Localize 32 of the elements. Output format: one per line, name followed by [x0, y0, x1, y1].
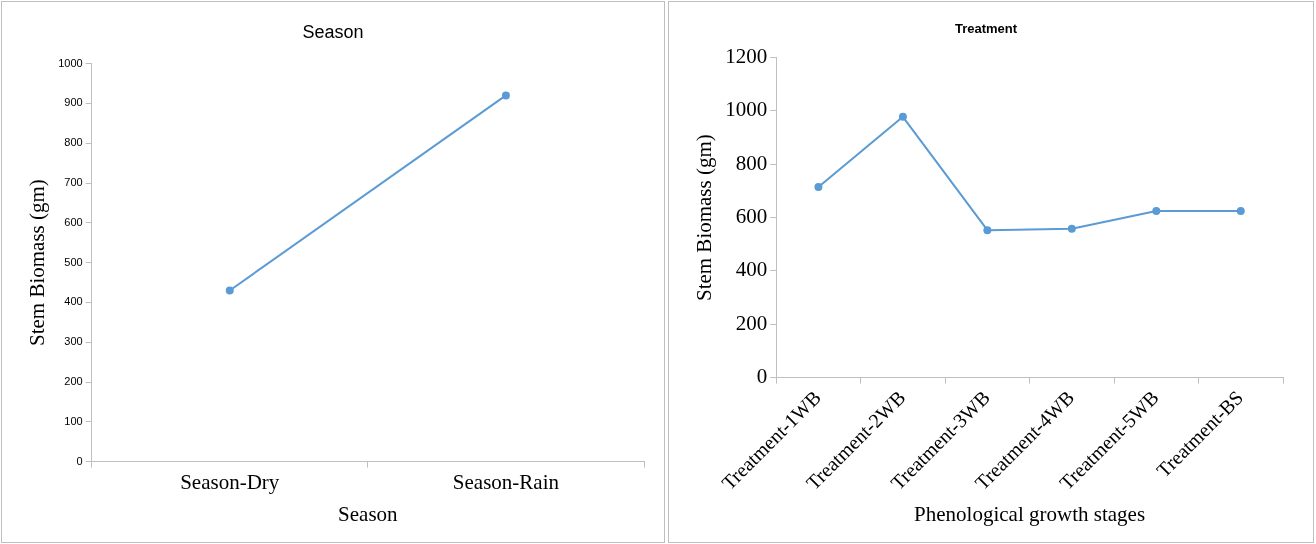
y-tick-label: 0 — [756, 364, 768, 389]
point — [814, 182, 823, 191]
y-tick-label: 400 — [64, 295, 83, 308]
y-axis-title: Stem Biomass (gm) — [692, 134, 717, 302]
y-tick-label: 800 — [64, 136, 83, 149]
chart-title: Season — [302, 21, 364, 42]
x-axis-title: Season — [338, 501, 399, 526]
y-tick-label: 900 — [64, 96, 83, 109]
y-tick-label: 200 — [64, 375, 83, 388]
y-tick-label: 300 — [64, 335, 83, 348]
x-tick-label: Season-Rain — [452, 469, 560, 494]
y-tick-label: 200 — [735, 310, 768, 335]
y-tick-label: 1000 — [725, 97, 768, 122]
y-tick-label: 1200 — [725, 44, 768, 69]
y-tick-label: 600 — [735, 204, 768, 229]
x-tick-label: Season-Dry — [180, 469, 280, 494]
point — [1067, 224, 1076, 233]
point — [1152, 206, 1161, 215]
point — [1236, 206, 1245, 215]
y-tick-label: 800 — [735, 150, 768, 175]
y-tick-label: 1000 — [58, 56, 83, 69]
y-tick-label: 700 — [64, 176, 83, 189]
y-tick-label: 100 — [64, 414, 83, 427]
x-axis-title: Phenological growth stages — [914, 501, 1146, 526]
point — [898, 112, 907, 121]
y-tick-label: 500 — [64, 255, 83, 268]
y-tick-label: 600 — [64, 215, 83, 228]
y-tick-label: 0 — [76, 454, 83, 467]
y-axis-title: Stem Biomass (gm) — [25, 179, 50, 347]
point — [983, 226, 992, 235]
chart-title: Treatment — [954, 21, 1018, 37]
y-tick-label: 400 — [735, 257, 768, 282]
